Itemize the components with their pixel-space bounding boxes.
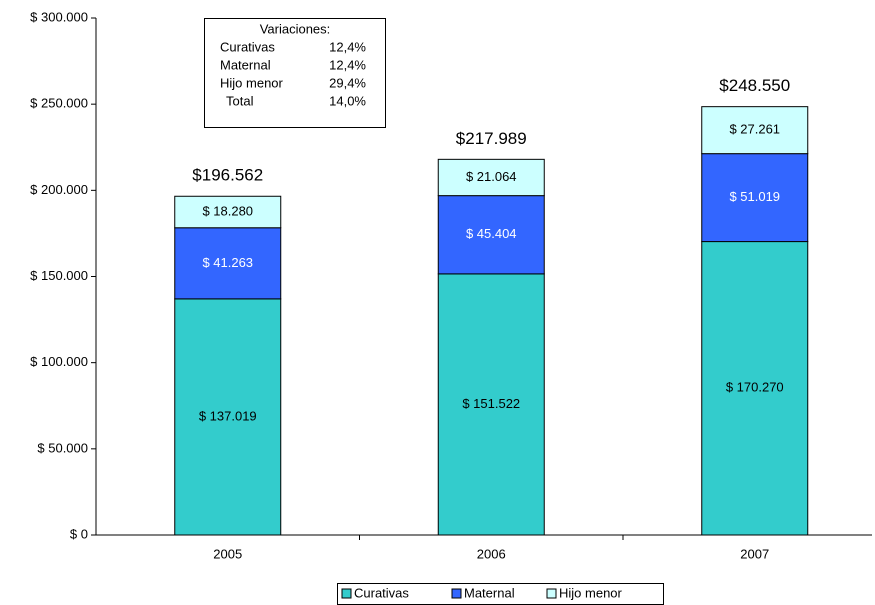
value-label: $ 170.270 — [726, 380, 784, 395]
y-tick-label: $ 200.000 — [30, 182, 88, 197]
value-label: $ 18.280 — [202, 203, 253, 218]
annotation-box — [204, 18, 386, 128]
y-tick-label: $ 150.000 — [30, 268, 88, 283]
value-label: $ 41.263 — [202, 255, 253, 270]
annotation-value: 12,4% — [329, 57, 366, 72]
annotation-value: 29,4% — [329, 75, 366, 90]
legend-swatch — [546, 588, 557, 599]
bar-segment — [174, 298, 282, 536]
legend-label: Maternal — [464, 585, 515, 600]
value-label: $ 137.019 — [199, 408, 257, 423]
total-label: $248.550 — [719, 76, 790, 95]
annotation-name: Curativas — [220, 39, 275, 54]
value-label: $ 45.404 — [466, 226, 517, 241]
bar-segment — [701, 241, 809, 536]
value-label: $ 27.261 — [729, 122, 780, 137]
bar-segment — [437, 158, 545, 197]
y-tick-label: $ 0 — [70, 526, 88, 541]
bar-segment — [174, 195, 282, 229]
value-label: $ 151.522 — [462, 396, 520, 411]
annotation-value: 12,4% — [329, 39, 366, 54]
value-label: $ 21.064 — [466, 169, 517, 184]
annotation-value: 14,0% — [329, 93, 366, 108]
x-tick-label: 2007 — [740, 546, 769, 561]
legend-label: Curativas — [354, 585, 409, 600]
annotation-title: Variaciones: — [260, 21, 331, 36]
legend-label: Hijo menor — [559, 585, 623, 600]
legend-swatch — [341, 588, 352, 599]
y-tick-label: $ 50.000 — [37, 440, 88, 455]
total-label: $196.562 — [192, 166, 263, 185]
y-tick-label: $ 300.000 — [30, 9, 88, 24]
y-tick-label: $ 250.000 — [30, 96, 88, 111]
x-tick-label: 2005 — [213, 546, 242, 561]
annotation-name: Maternal — [220, 57, 271, 72]
y-tick-label: $ 100.000 — [30, 354, 88, 369]
value-label: $ 51.019 — [729, 189, 780, 204]
bar-segment — [701, 106, 809, 155]
bar-segment — [174, 227, 282, 300]
total-label: $217.989 — [456, 129, 527, 148]
bar-segment — [437, 273, 545, 536]
annotation-name: Hijo menor — [220, 75, 284, 90]
legend-swatch — [451, 588, 462, 599]
x-tick-label: 2006 — [477, 546, 506, 561]
bar-segment — [701, 153, 809, 243]
annotation-name: Total — [226, 93, 254, 108]
